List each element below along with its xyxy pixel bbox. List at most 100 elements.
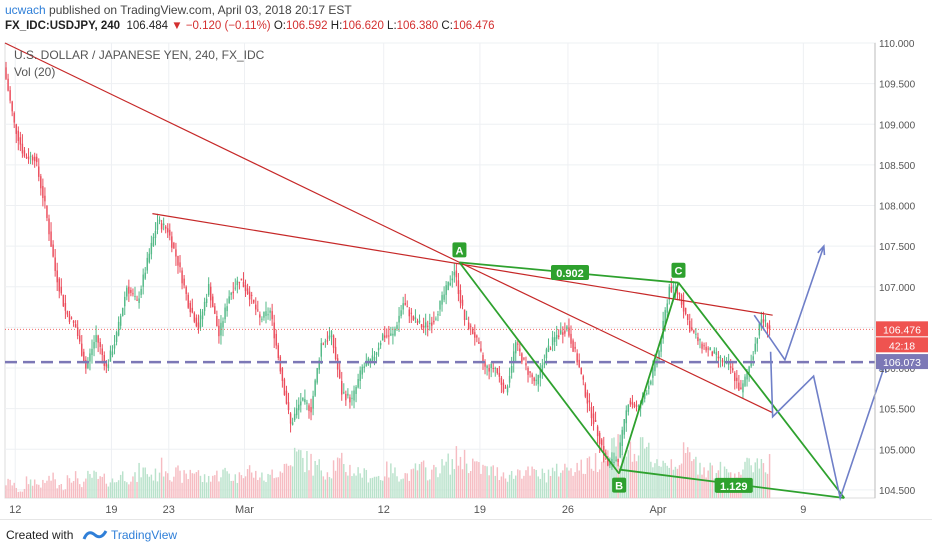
candle [701,343,703,349]
candle [271,311,273,320]
volume-bar [36,484,38,498]
volume-bar [697,474,699,498]
candle [332,335,335,348]
candle [279,356,282,372]
candle [408,309,411,317]
candle [590,407,593,419]
volume-bar [705,477,707,498]
volume-bar [752,472,754,498]
volume-bar [210,481,212,498]
volume-bar [701,474,703,498]
volume-bar [600,461,603,498]
volume-bar [220,477,222,498]
candle [91,348,93,355]
volume-bar [349,464,351,498]
volume-bar [113,482,116,498]
candle [179,262,181,268]
ratio-label-bottom [714,477,753,493]
candle [729,366,732,368]
volume-bar [205,482,208,498]
candle [631,402,634,405]
candle [566,326,568,329]
volume-bar [533,469,535,498]
candle [54,257,56,271]
author-link[interactable]: ucwach [5,3,46,17]
volume-bar [768,454,771,498]
volume-bar [5,485,7,498]
volume-bar [81,487,83,498]
candle [138,298,140,303]
candle [535,379,537,381]
candle [252,299,255,303]
candle [736,377,738,382]
chart-area[interactable]: A B C 0.902 1.129 110.000 109.500 109.000 108.5… [0,38,932,518]
volume-bar [588,456,591,498]
tradingview-logo-icon[interactable] [82,527,108,548]
volume-bar [629,441,632,498]
candle [144,272,146,279]
volume-bar [570,468,572,498]
volume-bar [480,473,482,498]
candle [58,278,60,292]
volume-bar [60,483,63,498]
volume-bar [7,478,9,498]
candle [250,294,253,296]
volume-bar [351,476,353,498]
candle [613,461,615,463]
candle [355,386,357,394]
volume-bar [531,466,533,498]
candle [158,219,161,222]
candle [420,324,423,328]
x-tick-label: 9 [800,504,806,516]
candle [396,325,398,329]
candle [406,306,408,308]
volume-bar [502,472,505,498]
candle [615,459,617,461]
tradingview-link[interactable]: TradingView [111,528,178,542]
candle [629,400,632,405]
volume-bar [474,461,476,498]
candle [218,325,220,337]
volume-bar [27,484,30,498]
volume-bar [539,478,542,498]
candle [684,307,687,314]
candle [273,322,275,339]
candle [78,335,81,342]
price-chart[interactable]: A B C 0.902 1.129 110.000 109.500 109.000 108.5… [0,38,932,518]
volume-bar [343,463,345,498]
candle [97,335,99,343]
volume-bar [74,471,77,498]
volume-bar [603,456,605,498]
volume-bar [138,462,140,498]
volume-bar [508,474,511,498]
candle [199,315,202,328]
candle [560,330,562,334]
candle [752,356,754,360]
candle [230,292,232,295]
candle [445,285,447,295]
candle [592,413,595,425]
candle [93,342,95,349]
low-label: L: [387,20,397,32]
volume-bar [322,476,325,498]
volume-bar [230,480,232,498]
plot-frame [4,42,876,499]
candle [394,328,396,336]
candle [265,311,267,316]
candle [295,408,298,416]
volume-bar [146,474,148,498]
volume-bar [394,467,396,498]
volume-bar [324,479,327,498]
candle [308,405,310,411]
volume-bar [240,475,243,498]
volume-bar [472,458,474,498]
volume-bar [338,458,341,498]
volume-bar [289,465,292,498]
volume-bar [496,467,499,498]
volume-bar [424,467,427,498]
ratio-label-bottom-text: 1.129 [720,481,748,493]
volume-bar [91,477,93,498]
volume-bar [320,470,322,498]
candle [547,345,550,352]
candle [517,343,519,345]
